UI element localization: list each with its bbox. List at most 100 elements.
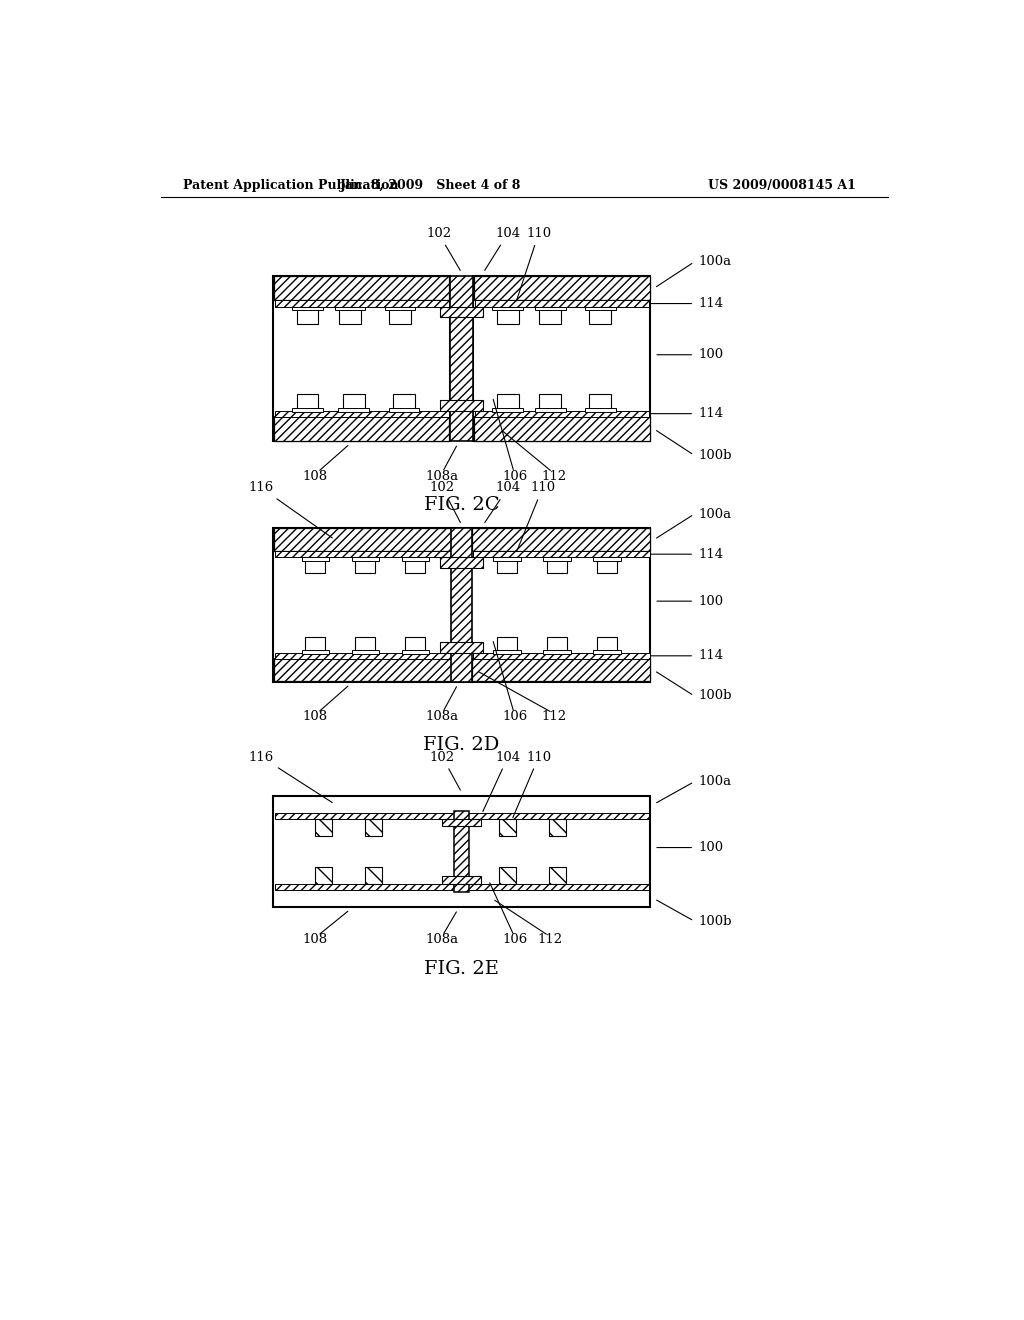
Bar [500, 818, 516, 836]
Text: 112: 112 [542, 710, 566, 723]
Text: 108: 108 [303, 470, 328, 483]
Text: 106: 106 [503, 710, 528, 723]
Bar [314, 818, 332, 836]
Text: 100: 100 [698, 594, 723, 607]
Bar [472, 659, 649, 681]
Bar [597, 638, 617, 653]
Bar [273, 659, 451, 681]
Bar [292, 408, 323, 412]
Bar [301, 651, 330, 655]
Text: 116: 116 [249, 751, 332, 803]
Bar [440, 306, 483, 317]
Text: 116: 116 [249, 482, 333, 539]
Bar [550, 818, 566, 836]
Bar [314, 867, 332, 884]
Bar [547, 557, 567, 573]
Bar [474, 276, 649, 301]
Bar [351, 651, 379, 655]
Bar [585, 408, 615, 412]
Bar [597, 557, 617, 573]
Text: 108: 108 [303, 710, 328, 723]
Text: 102: 102 [430, 751, 461, 791]
Bar [273, 416, 450, 441]
Bar [473, 653, 649, 659]
Text: 100a: 100a [698, 508, 731, 520]
Text: 106: 106 [503, 470, 528, 483]
Bar [540, 393, 561, 411]
Text: FIG. 2D: FIG. 2D [424, 737, 500, 754]
Text: 108a: 108a [426, 933, 459, 946]
Text: 110: 110 [516, 482, 555, 552]
Text: FIG. 2E: FIG. 2E [424, 960, 499, 978]
Bar [339, 306, 360, 323]
Text: Patent Application Publication: Patent Application Publication [183, 178, 398, 191]
Bar [406, 557, 425, 573]
Bar [473, 276, 650, 441]
Bar [440, 400, 483, 411]
Bar [274, 884, 649, 890]
Bar [401, 557, 429, 561]
Bar [497, 393, 518, 411]
Bar [335, 306, 366, 310]
Bar [550, 867, 566, 884]
Bar [401, 651, 429, 655]
Bar [273, 276, 450, 301]
Bar [442, 876, 481, 884]
Bar [544, 557, 571, 561]
Bar [365, 867, 382, 884]
Bar [406, 638, 425, 653]
Bar [393, 393, 415, 411]
Text: 104: 104 [484, 482, 520, 523]
Text: 108a: 108a [426, 470, 459, 483]
Text: 100a: 100a [698, 256, 731, 268]
Text: 108a: 108a [426, 710, 459, 723]
Text: 100b: 100b [698, 449, 731, 462]
Bar [451, 528, 472, 682]
Bar [442, 818, 481, 826]
Bar [305, 557, 326, 573]
Bar [472, 528, 649, 552]
Text: 104: 104 [484, 227, 520, 271]
Bar [355, 557, 376, 573]
Bar [451, 276, 473, 441]
Bar [475, 411, 649, 417]
Bar [535, 408, 565, 412]
Text: 114: 114 [698, 548, 723, 561]
Bar [301, 557, 330, 561]
Text: 106: 106 [503, 933, 528, 946]
Bar [355, 638, 376, 653]
Bar [474, 416, 649, 441]
Bar [493, 306, 523, 310]
Bar [494, 651, 521, 655]
Bar [593, 651, 621, 655]
Text: 110: 110 [516, 227, 551, 301]
Text: 108: 108 [303, 933, 328, 946]
Bar [297, 306, 318, 323]
Text: 100: 100 [698, 841, 723, 854]
Bar [274, 411, 449, 417]
Text: 110: 110 [513, 751, 551, 817]
Bar [497, 638, 517, 653]
Text: 112: 112 [542, 470, 566, 483]
Bar [454, 810, 469, 892]
Text: 114: 114 [698, 649, 723, 663]
Bar [274, 552, 451, 557]
Bar [297, 393, 318, 411]
Bar [385, 306, 416, 310]
Bar [494, 557, 521, 561]
Bar [339, 408, 370, 412]
Bar [473, 552, 649, 557]
Bar [547, 638, 567, 653]
Text: 114: 114 [698, 407, 723, 420]
Bar [497, 557, 517, 573]
Bar [585, 306, 615, 310]
Text: Jan. 8, 2009   Sheet 4 of 8: Jan. 8, 2009 Sheet 4 of 8 [340, 178, 521, 191]
Text: FIG. 2C: FIG. 2C [424, 495, 500, 513]
Text: 114: 114 [698, 297, 723, 310]
Bar [500, 867, 516, 884]
Bar [273, 528, 451, 552]
Bar [540, 306, 561, 323]
Bar [274, 301, 449, 306]
Bar [273, 528, 650, 682]
Bar [351, 557, 379, 561]
